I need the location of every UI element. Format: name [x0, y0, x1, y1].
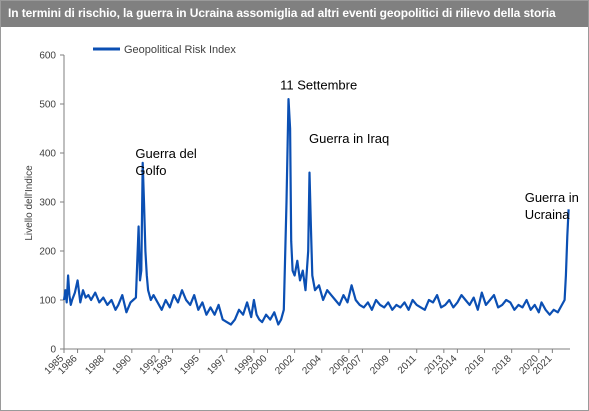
annotation-label: Guerra in Iraq	[309, 131, 389, 146]
y-tick-label: 500	[39, 100, 56, 111]
x-tick-label: 2004	[300, 353, 324, 377]
y-axis-label: Livello dell'Indice	[24, 165, 35, 241]
x-tick-label: 2009	[368, 353, 392, 377]
annotation-label: 11 Settembre	[280, 77, 357, 92]
x-tick-label: 1990	[110, 353, 134, 377]
axes	[60, 54, 570, 353]
y-tick-label: 100	[39, 296, 56, 307]
x-tick-label: 2011	[396, 353, 419, 376]
legend: Geopolitical Risk Index	[93, 44, 236, 56]
x-tick-label: 2016	[463, 353, 487, 377]
x-tick-label: 1995	[178, 353, 202, 377]
x-tick-label: 1997	[205, 353, 229, 377]
series-line-0	[62, 98, 570, 326]
x-tick-label: 2018	[490, 353, 514, 377]
x-tick-label: 1988	[83, 353, 107, 377]
annotation-label: Guerra in Ucraina	[525, 190, 579, 222]
y-tick-label: 200	[39, 247, 56, 258]
y-tick-label: 300	[39, 198, 56, 209]
y-tick-labels: 0 100 200 300 400 500 600	[39, 51, 56, 356]
y-tick-label: 400	[39, 149, 56, 160]
title-bar: In termini di rischio, la guerra in Ucra…	[1, 1, 588, 27]
chart-title: In termini di rischio, la guerra in Ucra…	[8, 6, 556, 20]
series-layer	[62, 98, 570, 326]
x-tick-label: 2002	[273, 353, 297, 377]
y-tick-label: 0	[50, 345, 56, 356]
y-tick-label: 600	[39, 51, 56, 62]
annotation-layer: Guerra del Golfo 11 Settembre Guerra in Ira…	[135, 77, 579, 222]
annotation-label: Guerra del Golfo	[135, 146, 197, 178]
legend-label: Geopolitical Risk Index	[124, 44, 236, 56]
